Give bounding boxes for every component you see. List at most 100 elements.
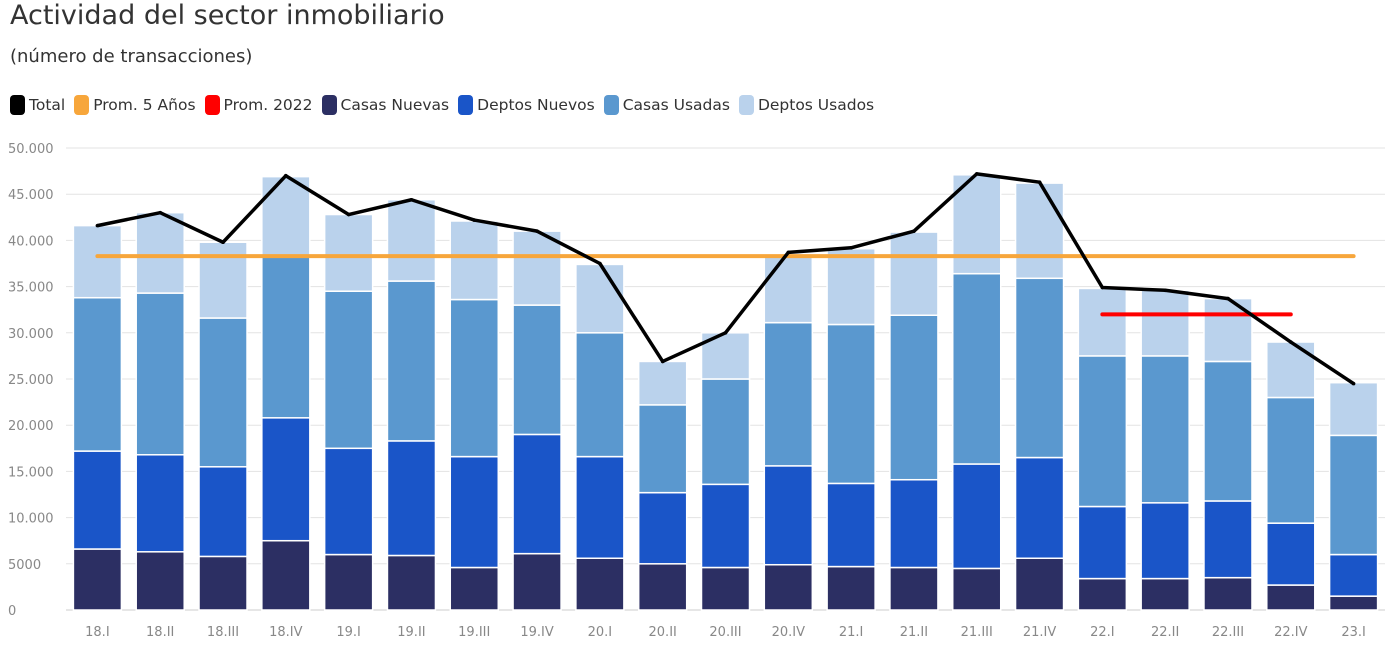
bar-deptos-usados [198,241,248,319]
bar-casas-nuevas [449,566,500,611]
point-total [472,218,477,222]
x-tick-label: 18.III [207,625,239,640]
x-tick-label: 19.IV [520,625,554,640]
legend-swatch [321,95,337,115]
point-total [786,250,791,255]
bar-casas-usadas [261,256,311,419]
y-tick-label: 35.000 [8,281,54,296]
bar-casas-usadas [323,290,374,450]
bar-casas-usadas [449,298,500,458]
bar-casas-nuevas [323,553,374,611]
x-tick-label: 20.III [709,625,741,640]
bar-deptos-nuevos [575,455,625,560]
bar-casas-nuevas [386,554,437,611]
bar-deptos-usados [889,231,939,316]
bar-casas-usadas [198,317,248,468]
point-total [535,229,539,233]
bar-deptos-nuevos [1328,553,1379,597]
bar-casas-nuevas [72,548,123,611]
bar-deptos-usados [449,220,500,301]
bar-casas-usadas [1140,355,1190,504]
bar-deptos-nuevos [1203,500,1253,579]
legend-label: Deptos Nuevos [477,96,595,114]
legend-swatch [74,95,90,115]
legend-item-prom-2022: Prom. 2022 [204,95,313,115]
bar-deptos-usados [1328,381,1379,437]
bar-casas-usadas [135,292,185,456]
bar-deptos-nuevos [826,482,876,568]
point-total [660,359,665,364]
legend-label: Casas Usadas [622,96,730,114]
bar-casas-nuevas [1266,584,1316,611]
point-total [974,172,979,176]
bar-deptos-nuevos [951,463,1002,570]
bar-deptos-usados [826,247,876,326]
bar-casas-usadas [575,332,625,458]
point-total [1100,285,1105,290]
x-tick-label: 21.I [839,625,864,640]
bar-deptos-nuevos [889,478,939,569]
bar-casas-usadas [826,323,876,485]
bar-casas-usadas [72,296,123,452]
point-total [912,229,916,233]
legend-item-deptos-nuevos: Deptos Nuevos [458,95,595,115]
bar-casas-nuevas [889,566,939,611]
y-tick-label: 10.000 [8,512,54,527]
x-tick-label: 23.I [1341,625,1366,640]
legend-swatch [10,95,25,115]
point-total [1163,288,1167,293]
x-tick-label: 18.II [146,625,174,640]
legend-item-casas-usadas: Casas Usadas [603,95,730,115]
bar-deptos-nuevos [449,455,500,569]
point-total [1288,340,1293,344]
point-total [95,223,100,228]
bar-casas-nuevas [1014,557,1065,611]
x-tick-label: 21.III [961,625,993,640]
bar-deptos-nuevos [323,447,374,556]
bar-casas-nuevas [1328,595,1379,611]
bar-deptos-usados [261,175,311,258]
bar-deptos-usados [1140,289,1190,357]
chart-title: Actividad del sector inmobiliario [10,0,445,31]
point-total [409,197,414,202]
y-tick-label: 15.000 [8,465,54,480]
x-tick-label: 20.IV [772,625,806,640]
bar-casas-usadas [637,404,688,494]
bar-deptos-usados [386,198,437,282]
bar-deptos-usados [763,253,814,324]
bar-deptos-nuevos [135,454,185,553]
bar-deptos-nuevos [261,417,311,542]
bar-deptos-usados [1014,182,1065,280]
bar-casas-nuevas [198,555,248,611]
x-tick-label: 20.II [649,625,677,640]
bar-deptos-nuevos [1077,505,1128,580]
bar-deptos-nuevos [1140,502,1190,580]
point-total [598,261,602,266]
point-total [1351,381,1356,386]
chart-subtitle: (número de transacciones) [10,46,253,67]
bar-casas-usadas [1077,355,1128,508]
point-total [158,210,163,215]
x-tick-label: 18.IV [269,625,303,640]
y-tick-label: 20.000 [8,419,54,434]
x-tick-label: 21.II [900,625,928,640]
x-tick-label: 20.I [588,625,613,640]
bar-deptos-usados [1077,287,1128,357]
x-tick-label: 22.II [1151,625,1179,640]
x-tick-label: 22.III [1212,625,1244,640]
bar-deptos-nuevos [72,450,123,550]
bar-deptos-nuevos [763,465,814,566]
bar-casas-usadas [889,314,939,481]
bar-casas-nuevas [1140,577,1190,611]
y-tick-label: 0 [8,604,16,619]
bar-casas-usadas [386,280,437,442]
bar-casas-usadas [1203,360,1253,502]
y-tick-label: 40.000 [8,234,54,249]
bar-casas-usadas [951,272,1002,465]
legend-swatch [204,95,220,115]
bar-deptos-nuevos [637,491,688,565]
point-total [723,331,728,335]
bar-deptos-usados [1203,297,1253,363]
legend-item-total: Total [10,95,65,115]
